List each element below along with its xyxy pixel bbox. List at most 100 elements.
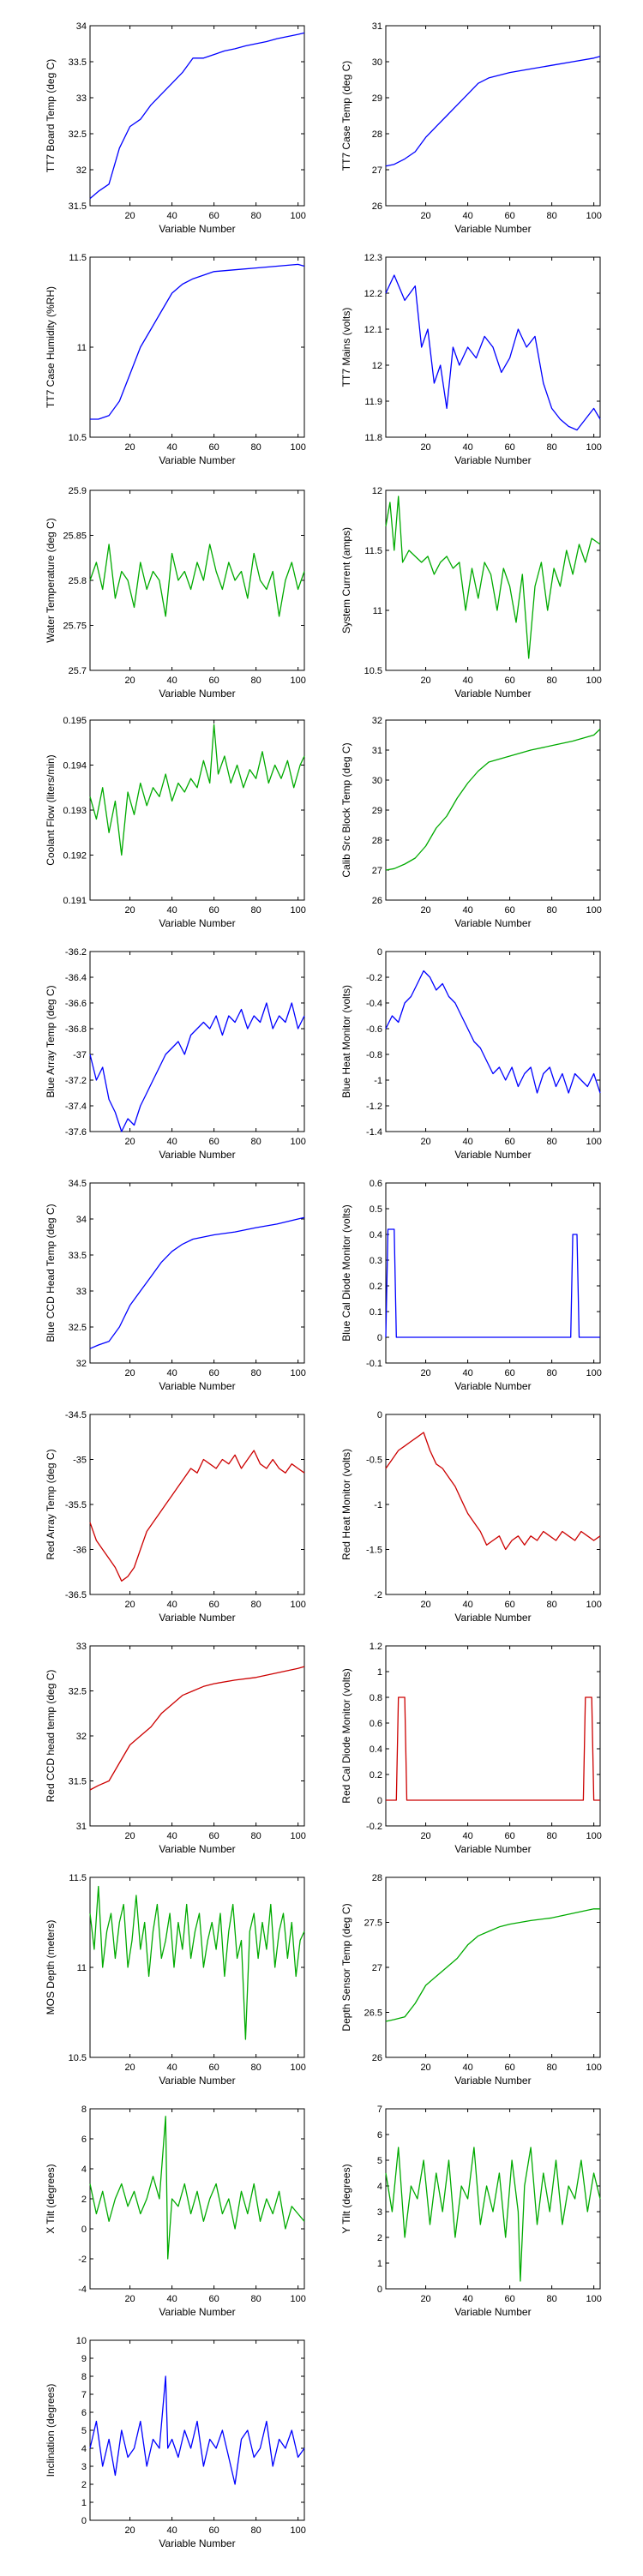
y-tick-label: 30 bbox=[372, 776, 382, 786]
x-axis-label: Variable Number bbox=[454, 917, 531, 929]
y-tick-label: 33 bbox=[76, 93, 87, 104]
y-tick-label: 27 bbox=[372, 165, 382, 176]
series-line bbox=[89, 2375, 305, 2485]
series-line bbox=[89, 1002, 305, 1132]
x-tick-label: 60 bbox=[208, 2525, 219, 2536]
x-tick-label: 100 bbox=[290, 1831, 305, 1841]
y-tick-label: 4 bbox=[81, 2165, 87, 2175]
x-axis-label: Variable Number bbox=[454, 2306, 531, 2318]
y-tick-label: 31.5 bbox=[69, 1777, 87, 1787]
y-axis-label: Red Array Temp (deg C) bbox=[45, 1449, 57, 1559]
x-tick-label: 40 bbox=[166, 1600, 177, 1610]
x-tick-label: 40 bbox=[166, 1831, 177, 1841]
x-tick-label: 60 bbox=[208, 211, 219, 221]
plot-frame bbox=[89, 25, 305, 207]
y-tick-label: 10 bbox=[76, 2336, 87, 2346]
y-axis-label: Blue Heat Monitor (volts) bbox=[340, 985, 352, 1098]
y-tick-label: 0.5 bbox=[370, 1204, 382, 1215]
x-tick-label: 20 bbox=[420, 442, 430, 453]
x-tick-label: 60 bbox=[504, 1600, 514, 1610]
plot-frame bbox=[89, 1876, 305, 2058]
y-tick-label: 27 bbox=[372, 1963, 382, 1973]
x-tick-label: 40 bbox=[462, 905, 472, 916]
chart-panel: 10.5 11 11.5 20 40 60 80 100 Variable Number TT7 … bbox=[45, 253, 306, 466]
y-tick-label: 12.3 bbox=[364, 253, 382, 263]
y-tick-label: -4 bbox=[78, 2285, 87, 2295]
chart-panel: 10.5 11 11.5 12 20 40 60 80 100 Variable Number Sy… bbox=[340, 486, 602, 700]
x-tick-label: 20 bbox=[420, 1368, 430, 1378]
plot-frame bbox=[385, 256, 601, 438]
y-tick-label: 26 bbox=[372, 2053, 382, 2063]
y-tick-label: 10.5 bbox=[69, 433, 87, 443]
y-tick-label: 26 bbox=[372, 896, 382, 906]
y-tick-label: 33.5 bbox=[69, 57, 87, 68]
y-tick-label: 11.5 bbox=[364, 546, 382, 556]
y-tick-label: 0.6 bbox=[370, 1179, 382, 1189]
x-tick-label: 80 bbox=[251, 442, 261, 453]
y-axis-label: Red CCD head temp (deg C) bbox=[45, 1670, 57, 1803]
y-tick-label: -36 bbox=[73, 1546, 87, 1556]
x-tick-label: 100 bbox=[586, 1137, 601, 1147]
y-tick-label: 10.5 bbox=[69, 2053, 87, 2063]
x-tick-label: 100 bbox=[290, 442, 305, 453]
y-tick-label: 11.5 bbox=[69, 1873, 87, 1883]
y-axis-label: Blue CCD Head Temp (deg C) bbox=[45, 1204, 57, 1342]
x-tick-label: 60 bbox=[504, 1137, 514, 1147]
chart-panel: -0.2 0 0.2 0.4 0.6 0.8 1 1.2 20 40 60 80 100 Variable… bbox=[340, 1642, 602, 1855]
x-tick-label: 80 bbox=[547, 905, 557, 916]
y-tick-label: 3 bbox=[81, 2462, 87, 2472]
y-tick-label: 28 bbox=[372, 129, 382, 140]
y-tick-label: 26 bbox=[372, 201, 382, 212]
x-tick-label: 80 bbox=[251, 2525, 261, 2536]
x-tick-label: 20 bbox=[420, 2063, 430, 2073]
x-tick-label: 20 bbox=[420, 676, 430, 686]
x-tick-label: 80 bbox=[547, 1368, 557, 1378]
y-tick-label: 34 bbox=[76, 1215, 87, 1225]
x-axis-label: Variable Number bbox=[159, 2537, 235, 2549]
y-tick-label: 1 bbox=[377, 1667, 382, 1678]
x-axis-label: Variable Number bbox=[159, 2306, 235, 2318]
y-tick-label: 0 bbox=[377, 947, 382, 958]
x-tick-label: 60 bbox=[208, 442, 219, 453]
series-line bbox=[385, 2147, 601, 2282]
y-tick-label: 0.2 bbox=[370, 1282, 382, 1292]
series-line bbox=[385, 729, 601, 871]
x-tick-label: 20 bbox=[124, 1368, 135, 1378]
x-axis-label: Variable Number bbox=[159, 1380, 235, 1392]
plot-frame bbox=[385, 719, 601, 901]
plot-frame bbox=[385, 1876, 601, 2058]
chart-panel: -1.4 -1.2 -1 -0.8 -0.6 -0.4 -0.2 0 20 40 60 80 100 Va… bbox=[340, 947, 602, 1161]
y-tick-label: 31.5 bbox=[69, 201, 87, 212]
x-tick-label: 20 bbox=[420, 905, 430, 916]
y-tick-label: 0 bbox=[377, 1410, 382, 1420]
y-tick-label: -36.2 bbox=[65, 947, 87, 958]
y-tick-label: -1 bbox=[374, 1500, 382, 1510]
x-tick-label: 40 bbox=[462, 1137, 472, 1147]
x-axis-label: Variable Number bbox=[159, 1843, 235, 1855]
y-tick-label: 26.5 bbox=[364, 2009, 382, 2019]
x-tick-label: 100 bbox=[290, 1600, 305, 1610]
x-tick-label: 60 bbox=[208, 1368, 219, 1378]
chart-panel: -36.5 -36 -35.5 -35 -34.5 20 40 60 80 100 Variable… bbox=[45, 1410, 306, 1624]
x-tick-label: 100 bbox=[586, 905, 601, 916]
chart-panel: -4 -2 0 2 4 6 8 20 40 60 80 100 Variable Number X Til… bbox=[45, 2105, 306, 2318]
y-tick-label: 0.3 bbox=[370, 1256, 382, 1266]
y-tick-label: 31 bbox=[372, 21, 382, 32]
x-tick-label: 20 bbox=[124, 1600, 135, 1610]
x-tick-label: 100 bbox=[586, 211, 601, 221]
y-tick-label: -37.2 bbox=[65, 1076, 87, 1086]
x-tick-label: 60 bbox=[504, 905, 514, 916]
x-tick-label: 100 bbox=[290, 905, 305, 916]
y-tick-label: 0.195 bbox=[63, 716, 87, 726]
y-tick-label: -1.5 bbox=[366, 1546, 382, 1556]
y-tick-label: 27.5 bbox=[364, 1918, 382, 1929]
y-axis-label: Inclination (degrees) bbox=[45, 2384, 57, 2477]
x-tick-label: 40 bbox=[462, 2063, 472, 2073]
x-tick-label: 100 bbox=[290, 1137, 305, 1147]
plot-frame bbox=[89, 1645, 305, 1827]
x-tick-label: 80 bbox=[251, 905, 261, 916]
x-tick-label: 80 bbox=[547, 1600, 557, 1610]
series-line bbox=[385, 1228, 600, 1338]
chart-panel: 0 1 2 3 4 5 6 7 20 40 60 80 100 Variable Number Y Tilt… bbox=[340, 2105, 602, 2318]
